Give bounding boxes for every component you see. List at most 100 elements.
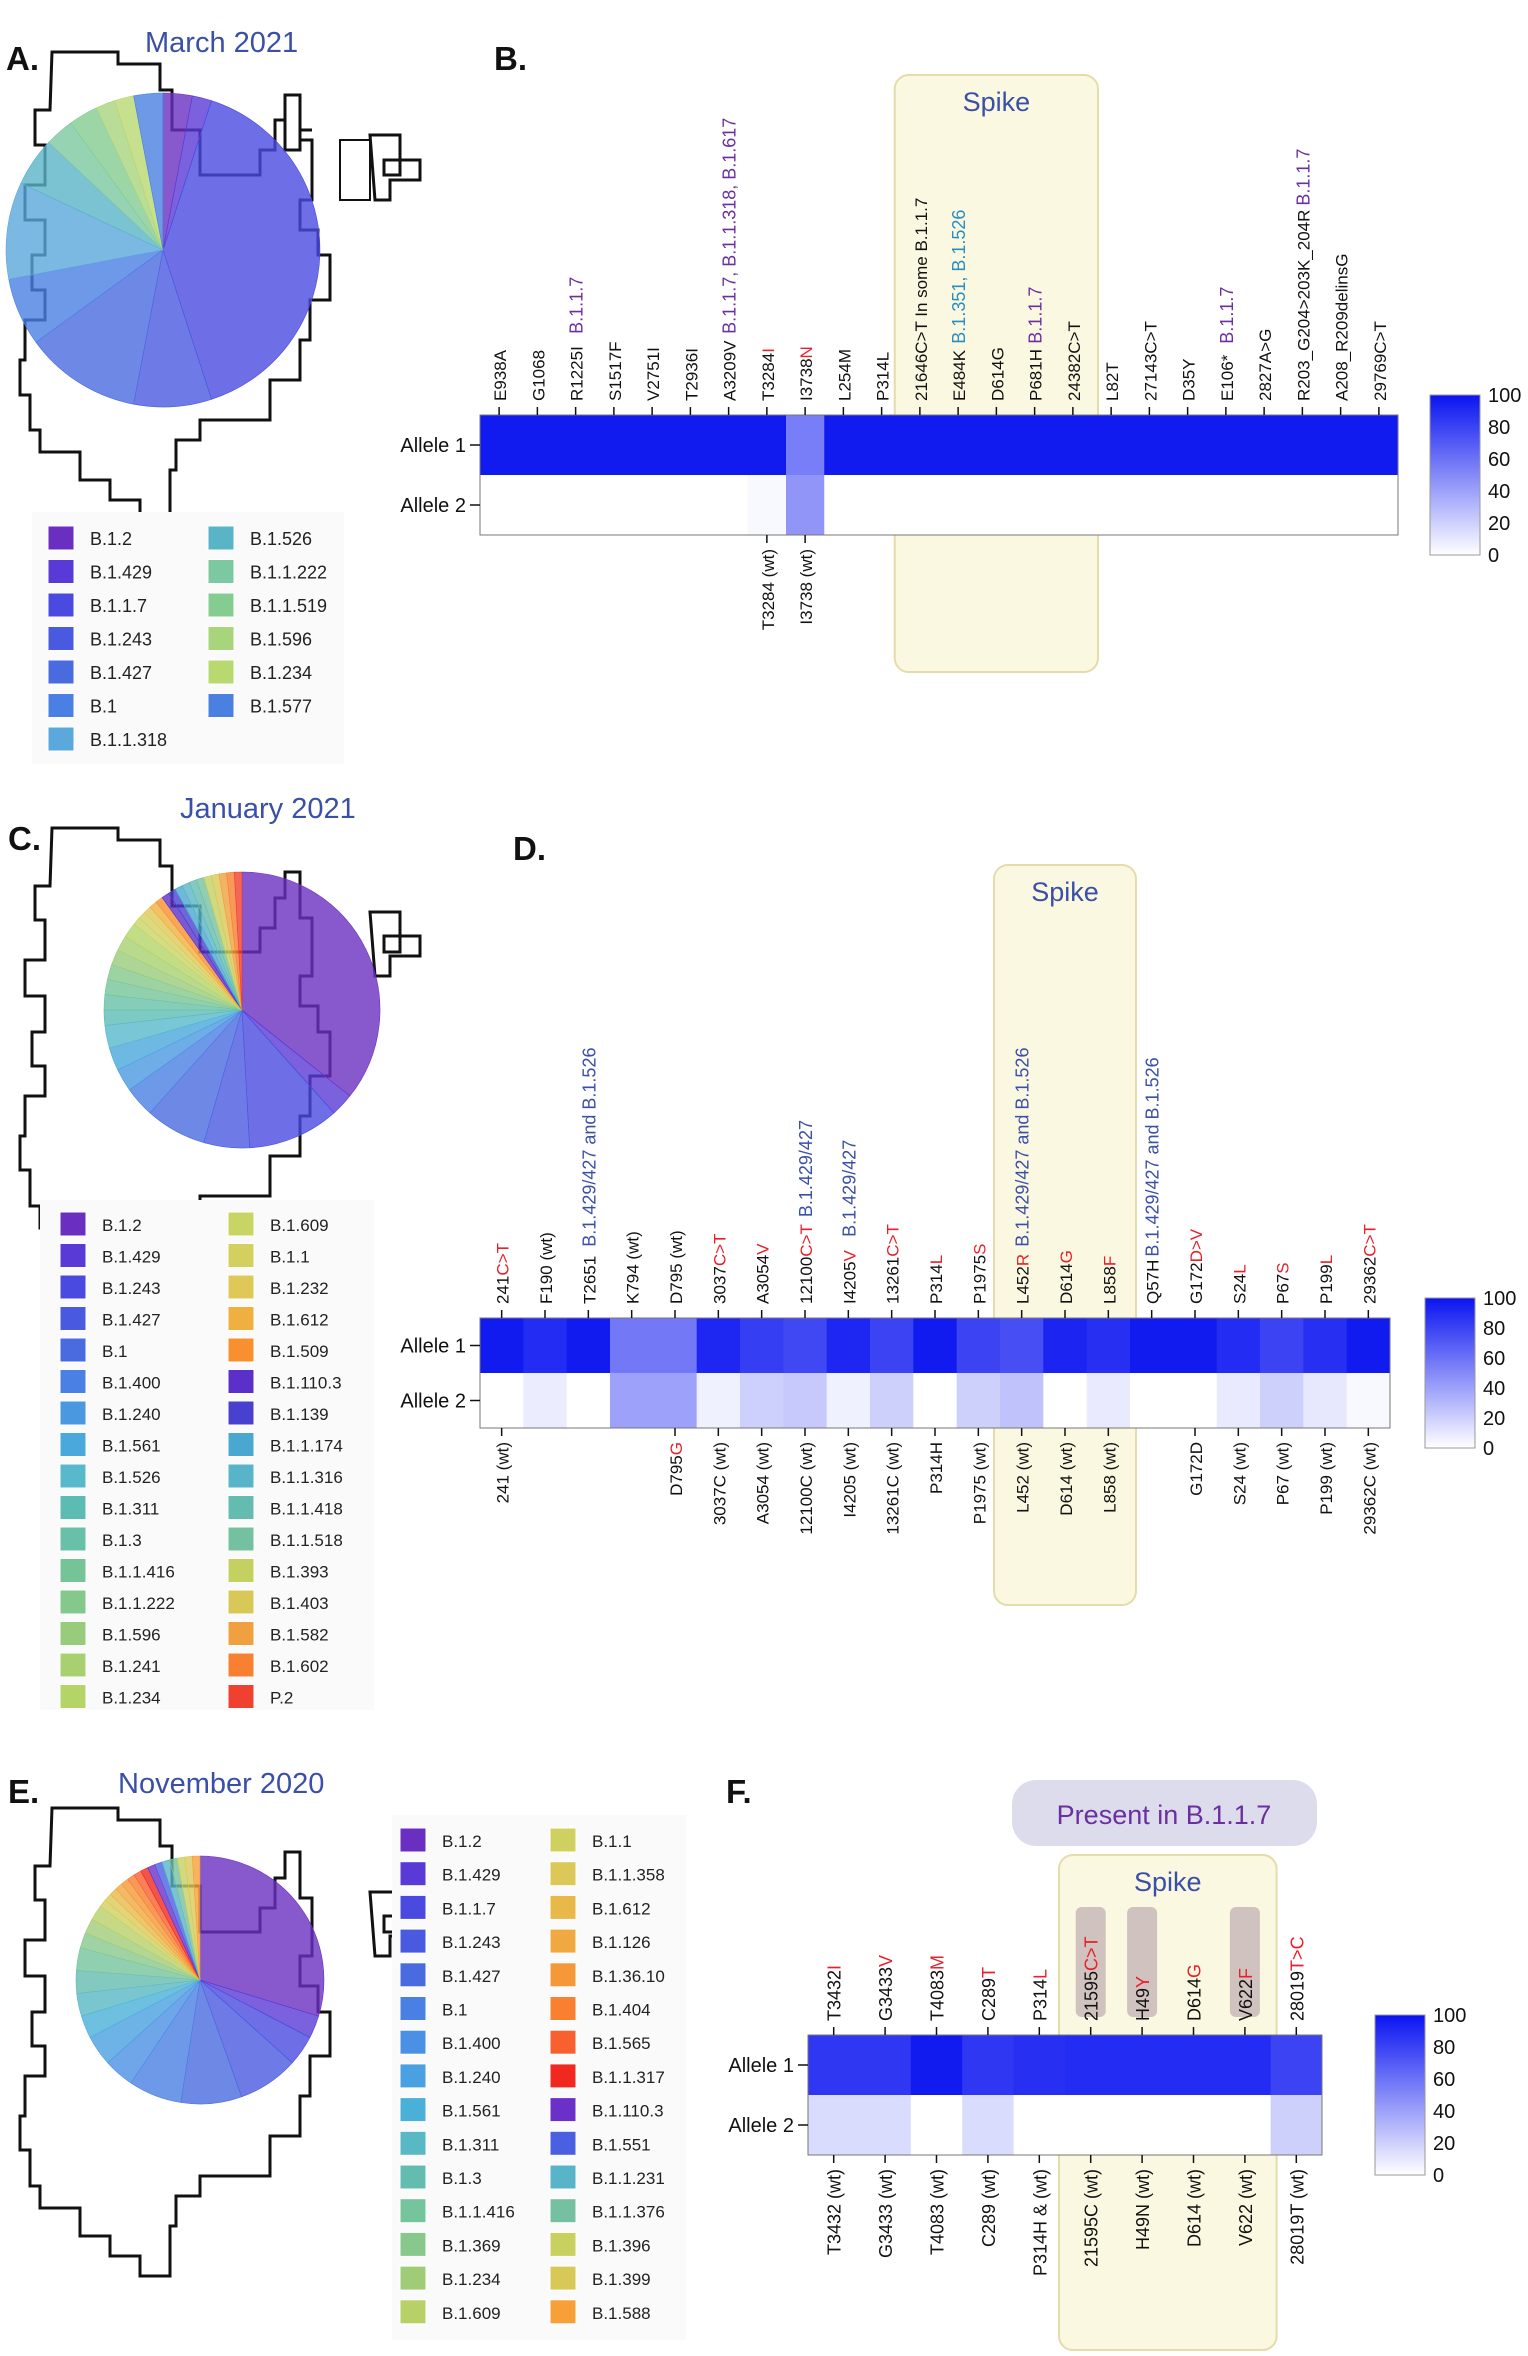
heatmap-cell (740, 1318, 784, 1373)
legend-swatch (207, 592, 235, 618)
legend-swatch (399, 2063, 427, 2089)
mutation-label: D614G (1185, 1964, 1205, 2021)
legend-swatch (59, 1495, 87, 1520)
heatmap-cell (1053, 415, 1093, 475)
legend-swatch (399, 1928, 427, 1954)
heatmap-cell (1283, 415, 1322, 475)
mutation-label: E938A (491, 349, 510, 401)
heatmap-cell (709, 415, 749, 475)
heatmap-cell (900, 475, 940, 535)
legend-swatch (59, 1432, 87, 1457)
heatmap-cell (1321, 415, 1361, 475)
heatmap-cell (1303, 1373, 1348, 1428)
legend-label: B.1.602 (270, 1657, 329, 1676)
legend-label: B.1.427 (102, 1311, 161, 1330)
mutation-label: K794 (wt) (624, 1231, 643, 1304)
colorbar-tick: 40 (1483, 1378, 1505, 1400)
heatmap-cell (709, 475, 749, 535)
heatmap-cell (1013, 2095, 1066, 2155)
legend-label: B.1.400 (442, 2034, 501, 2053)
mutation-label: 29769C>T (1371, 321, 1390, 401)
heatmap-cell (523, 1318, 568, 1373)
legend-label: B.1.400 (102, 1374, 161, 1393)
heatmap-cell (1092, 415, 1131, 475)
pie-slice (162, 100, 321, 400)
lineage-annotation: B.1.429/427 and B.1.526 (579, 1048, 599, 1247)
mutation-label: G3433V (876, 1955, 896, 2021)
mutation-label: L82T (1103, 362, 1122, 401)
mutation-label: E106* (1218, 354, 1237, 401)
legend-swatch (59, 1337, 87, 1363)
legend-swatch (227, 1463, 255, 1489)
heatmap-cell (523, 1373, 568, 1428)
present-in-box (1012, 1780, 1317, 1846)
mutation-label: H49N (wt) (1133, 2169, 1153, 2250)
heatmap-cell (518, 415, 557, 475)
heatmap-cell (939, 415, 978, 475)
legend-label: B.1.612 (592, 1899, 651, 1918)
heatmap-cell (1245, 415, 1284, 475)
legend-swatch (227, 1337, 255, 1363)
heatmap-cell (518, 475, 557, 535)
mutation-label: P67S (1274, 1262, 1293, 1304)
heatmap-cell (1303, 1318, 1348, 1373)
legend-swatch (549, 2231, 577, 2257)
heatmap-cell (696, 1318, 741, 1373)
legend-swatch (59, 1400, 87, 1426)
legend-swatch (549, 1996, 577, 2021)
heatmap-cell (633, 415, 672, 475)
legend-label: B.1 (442, 2001, 468, 2020)
heatmap-cell (1216, 1373, 1261, 1428)
heatmap-cell (1245, 475, 1284, 535)
heatmap-cell (956, 1373, 1001, 1428)
mutation-label: T4083 (wt) (928, 2169, 948, 2255)
heatmap-cell (653, 1318, 698, 1373)
mutation-label: L254M (835, 349, 854, 401)
legend-label: B.1.1.174 (270, 1437, 343, 1456)
mutation-label: 29362C>T (1360, 1224, 1379, 1304)
legend-swatch (207, 525, 235, 551)
mutation-label: L452R (1014, 1254, 1033, 1304)
heatmap-cell (1321, 475, 1361, 535)
heatmap-cell (1015, 415, 1055, 475)
heatmap-cell (610, 1318, 654, 1373)
heatmap-cell (824, 475, 863, 535)
legend-swatch (399, 1861, 427, 1887)
heatmap-cell (862, 475, 902, 535)
legend-label: B.1.427 (442, 1967, 501, 1986)
legend-label: B.1.609 (270, 1216, 329, 1235)
mutation-label: 28019T (wt) (1287, 2169, 1307, 2265)
heatmap-cell (671, 415, 710, 475)
legend-label: B.1.234 (102, 1689, 161, 1708)
legend-swatch (399, 1962, 427, 1988)
colorbar-tick: 20 (1433, 2133, 1455, 2155)
mutation-label: D614G (1057, 1250, 1076, 1304)
pie-chart-e (75, 1855, 325, 2105)
pie-slice (191, 1855, 201, 1981)
pie-chart-c (103, 871, 381, 1149)
legend-label: B.1.509 (270, 1342, 329, 1361)
legend-swatch (59, 1463, 87, 1489)
heatmap-cell (653, 1373, 698, 1428)
legend-label: B.1.588 (592, 2304, 651, 2323)
mutation-label: D614 (wt) (1185, 2169, 1205, 2247)
mutation-label: 24382C>T (1065, 321, 1084, 401)
heatmap-cell (910, 2035, 963, 2095)
heatmap-cell (1206, 415, 1246, 475)
legend-label: B.1.1.416 (102, 1563, 175, 1582)
colorbar-tick: 100 (1488, 385, 1521, 407)
heatmap-cell (1359, 475, 1399, 535)
panel-e-title: November 2020 (118, 1768, 324, 1800)
heatmap-cell (977, 475, 1016, 535)
legend-swatch (399, 2029, 427, 2055)
legend-swatch (59, 1652, 87, 1678)
legend-swatch (549, 2164, 577, 2190)
mutation-label: D795G (667, 1442, 686, 1496)
legend-label: B.1.396 (592, 2236, 651, 2255)
colorbar-tick: 100 (1433, 2005, 1466, 2027)
pie-slice (241, 871, 381, 1097)
present-in-label: Present in B.1.1.7 (1057, 1800, 1272, 1830)
legend-label: B.1.582 (270, 1626, 329, 1645)
legend-swatch (227, 1243, 255, 1268)
legend-label: B.1.393 (270, 1563, 329, 1582)
